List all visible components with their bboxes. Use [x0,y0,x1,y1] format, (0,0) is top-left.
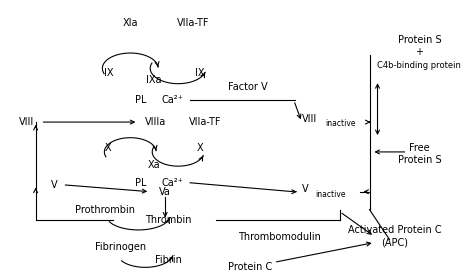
Text: IX: IX [104,68,113,78]
Text: C4b-binding protein: C4b-binding protein [377,61,461,70]
Text: V: V [302,184,309,194]
Text: Fibrin: Fibrin [155,255,182,265]
Text: V: V [51,180,57,190]
Text: Free: Free [409,143,430,153]
Text: PL: PL [135,178,146,188]
Text: IX: IX [195,68,205,78]
Text: Thrombin: Thrombin [145,214,191,225]
Text: VIII: VIII [18,117,34,127]
Text: Fibrinogen: Fibrinogen [95,243,146,252]
Text: Protein S: Protein S [398,35,441,45]
Text: inactive: inactive [316,190,346,199]
Text: Ca²⁺: Ca²⁺ [161,178,183,188]
Text: inactive: inactive [326,119,356,128]
Text: VIIa-TF: VIIa-TF [177,18,210,28]
Text: Ca²⁺: Ca²⁺ [161,95,183,105]
Text: PL: PL [135,95,146,105]
Text: XIa: XIa [123,18,138,28]
Text: Protein C: Protein C [228,262,272,272]
Text: (APC): (APC) [381,238,408,248]
Text: VIII: VIII [302,114,317,124]
Text: Xa: Xa [148,160,161,170]
Text: X: X [197,143,203,153]
Text: Thrombomodulin: Thrombomodulin [238,232,321,243]
Text: VIIa-TF: VIIa-TF [189,117,221,127]
Text: Va: Va [159,187,171,197]
Text: X: X [105,143,112,153]
Text: Protein S: Protein S [398,155,441,165]
Text: +: + [415,47,423,57]
Text: VIIIa: VIIIa [145,117,166,127]
Text: Activated Protein C: Activated Protein C [347,224,441,235]
Text: Prothrombin: Prothrombin [75,205,136,214]
Text: Factor V: Factor V [228,82,268,92]
Text: IXa: IXa [146,75,162,85]
